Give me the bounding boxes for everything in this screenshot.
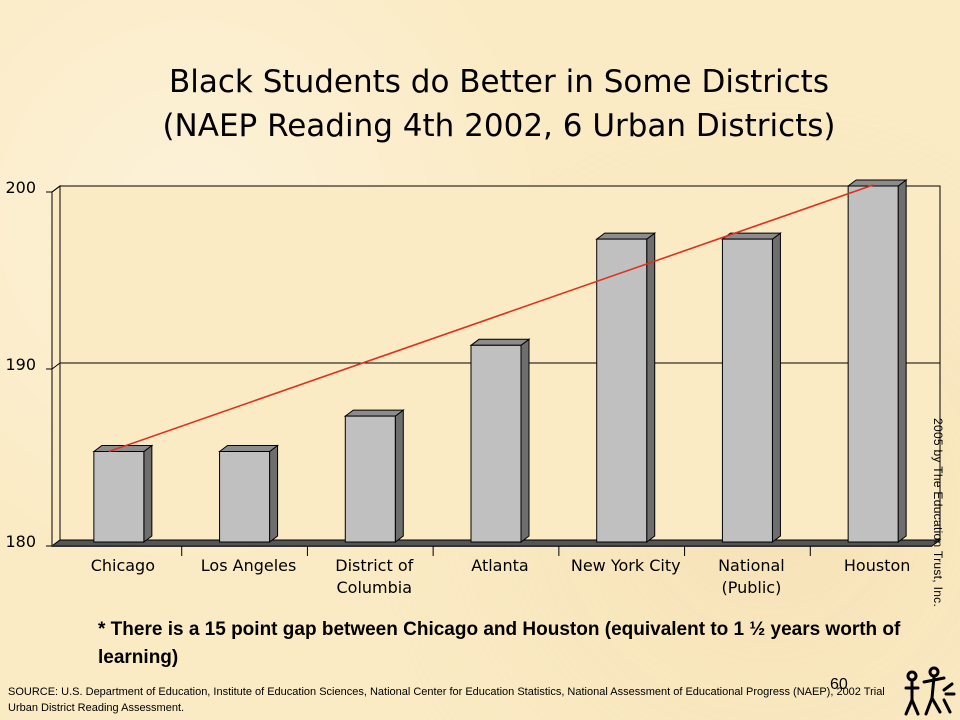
bar-top <box>846 179 908 187</box>
bar-top <box>343 409 405 417</box>
x-tick-label: District of <box>335 556 413 575</box>
bars <box>92 179 908 543</box>
bar-4 <box>469 338 531 543</box>
title-line-1: Black Students do Better in Some Distric… <box>169 64 829 100</box>
x-axis: Chicago Los Angeles District of Columbia Atl… <box>91 546 911 597</box>
title-line-2: (NAEP Reading 4th 2002, 6 Urban District… <box>162 108 836 144</box>
bar-side <box>394 409 404 543</box>
y-tick-label: 180 <box>5 532 36 551</box>
trend-line-layer <box>108 184 874 453</box>
education-trust-logo-icon <box>904 666 956 716</box>
x-tick-label: Chicago <box>91 556 155 575</box>
bar-side <box>520 338 530 543</box>
bar-front <box>344 415 396 543</box>
y-axis: 180 190 200 <box>5 178 52 551</box>
page-number: 60 <box>830 676 848 693</box>
x-tick-label: Atlanta <box>471 556 528 575</box>
bar-front <box>596 238 648 543</box>
y-tick-label: 190 <box>5 355 36 374</box>
bar-top <box>469 338 531 346</box>
bar-1 <box>92 444 154 543</box>
bar-side <box>646 232 656 543</box>
floor-edge <box>52 545 932 547</box>
source-citation: SOURCE: U.S. Department of Education, In… <box>8 686 885 714</box>
bar-top <box>218 445 280 452</box>
x-tick-label: New York City <box>571 556 681 575</box>
bar-side <box>897 179 907 543</box>
y-tick-label: 200 <box>5 178 36 197</box>
bar-7 <box>846 179 908 543</box>
bar-front <box>721 238 773 543</box>
bar-front <box>847 185 899 543</box>
bar-front <box>470 344 522 543</box>
bar-6 <box>720 232 782 543</box>
trend-line <box>108 184 874 453</box>
x-tick-label: Houston <box>844 556 911 575</box>
bar-side <box>143 444 153 543</box>
bar-side <box>269 444 279 543</box>
copyright-text: 2005 by The Education Trust, Inc. <box>931 418 945 608</box>
bar-front <box>219 451 271 543</box>
gap-note: * There is a 15 point gap between Chicag… <box>98 619 901 668</box>
x-tick-label: Los Angeles <box>201 556 297 575</box>
bar-3 <box>343 409 405 543</box>
bar-front <box>93 451 145 543</box>
x-tick-label: National <box>718 556 785 575</box>
gridline-side-190 <box>51 362 61 370</box>
gridline-side-200 <box>51 185 61 193</box>
chart-title: Black Students do Better in Some Distric… <box>0 60 960 148</box>
bar-top <box>595 232 657 240</box>
x-tick-label: (Public) <box>722 578 782 597</box>
bar-2 <box>218 444 280 543</box>
bar-5 <box>595 232 657 543</box>
bar-side <box>771 232 781 543</box>
x-tick-label: Columbia <box>337 578 413 597</box>
